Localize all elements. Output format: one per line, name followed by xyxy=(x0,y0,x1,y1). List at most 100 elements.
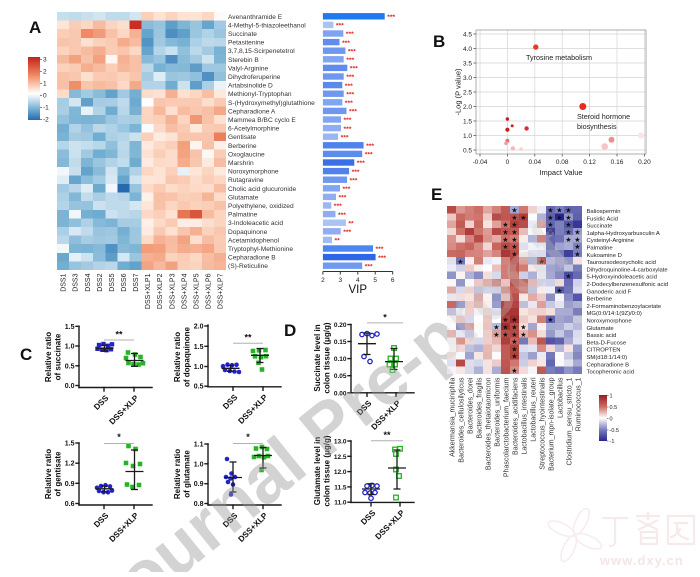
svg-text:★: ★ xyxy=(457,257,463,266)
svg-text:4-Methyl-5-thiazoleethanol: 4-Methyl-5-thiazoleethanol xyxy=(228,22,306,29)
svg-text:11.5: 11.5 xyxy=(334,484,347,491)
svg-text:★: ★ xyxy=(520,330,526,339)
svg-text:Acetamidophenol: Acetamidophenol xyxy=(228,237,279,244)
svg-text:Petasitenine: Petasitenine xyxy=(228,40,265,47)
svg-text:Succinate: Succinate xyxy=(228,31,257,38)
svg-text:1.2: 1.2 xyxy=(65,461,75,468)
svg-text:0.5: 0.5 xyxy=(463,147,472,154)
svg-text:Bacteroides_dorei: Bacteroides_dorei xyxy=(467,377,474,434)
svg-text:***: *** xyxy=(345,100,353,107)
svg-text:Noroxymorphone: Noroxymorphone xyxy=(228,169,279,176)
svg-text:4: 4 xyxy=(356,277,360,284)
svg-text:Ganoderic acid F: Ganoderic acid F xyxy=(587,289,632,295)
svg-text:***: *** xyxy=(378,255,386,262)
svg-text:DSS+XLP5: DSS+XLP5 xyxy=(193,273,200,309)
svg-text:0: 0 xyxy=(43,93,47,100)
svg-text:Valyl-Arginine: Valyl-Arginine xyxy=(228,65,269,72)
svg-text:★: ★ xyxy=(502,220,508,229)
svg-text:***: *** xyxy=(343,186,351,193)
svg-text:★: ★ xyxy=(556,286,562,295)
svg-text:3: 3 xyxy=(43,57,47,64)
svg-text:Phascolarctobacterium_faecium: Phascolarctobacterium_faecium xyxy=(503,377,510,477)
svg-text:colon tissue (μg/g): colon tissue (μg/g) xyxy=(323,322,332,393)
svg-text:biosynthesis: biosynthesis xyxy=(577,122,617,131)
svg-text:Glutamate: Glutamate xyxy=(228,194,259,201)
svg-text:4.5: 4.5 xyxy=(463,31,472,38)
svg-text:★: ★ xyxy=(547,315,553,324)
svg-text:Relative ratio: Relative ratio xyxy=(44,332,53,382)
svg-text:★: ★ xyxy=(538,257,544,266)
svg-text:MG(0:0/14:1(9Z)/0:0): MG(0:0/14:1(9Z)/0:0) xyxy=(587,311,642,317)
svg-text:E: E xyxy=(431,185,442,204)
svg-text:DSS+XLP1: DSS+XLP1 xyxy=(145,273,152,309)
svg-text:colon tissue (μg/g): colon tissue (μg/g) xyxy=(323,435,332,506)
svg-text:0.20: 0.20 xyxy=(334,322,347,329)
svg-text:**: ** xyxy=(383,430,391,440)
svg-text:Relative ratio: Relative ratio xyxy=(44,449,53,499)
svg-text:Cepharadione A: Cepharadione A xyxy=(228,108,276,115)
svg-text:★: ★ xyxy=(565,235,571,244)
svg-text:Lactobacillus: Lactobacillus xyxy=(557,377,564,418)
svg-text:Fusidic Acid: Fusidic Acid xyxy=(587,216,618,222)
svg-text:0.5: 0.5 xyxy=(65,363,75,370)
svg-text:Dihydroquinoline-4-carboxylate: Dihydroquinoline-4-carboxylate xyxy=(587,267,669,273)
svg-text:0.08: 0.08 xyxy=(556,159,569,166)
svg-text:***: *** xyxy=(343,229,351,236)
svg-text:Streptococcus_hyointestinalis: Streptococcus_hyointestinalis xyxy=(539,377,546,470)
svg-text:Bacterium_mpn-isolate_group: Bacterium_mpn-isolate_group xyxy=(548,377,555,470)
svg-text:Cholic acid glucuronide: Cholic acid glucuronide xyxy=(228,186,297,193)
svg-text:0: 0 xyxy=(506,159,510,166)
svg-text:***: *** xyxy=(376,246,384,253)
svg-text:★: ★ xyxy=(511,330,517,339)
svg-text:Kukoamine D: Kukoamine D xyxy=(587,253,622,259)
svg-text:★: ★ xyxy=(547,206,553,215)
svg-text:0.20: 0.20 xyxy=(638,159,651,166)
svg-text:Gentisate: Gentisate xyxy=(228,134,257,141)
svg-text:Bacteroides_cellulosilyticus: Bacteroides_cellulosilyticus xyxy=(458,377,465,463)
svg-text:Dopaquinone: Dopaquinone xyxy=(228,229,268,236)
svg-text:2.0: 2.0 xyxy=(463,104,472,111)
svg-text:0.9: 0.9 xyxy=(65,481,75,488)
svg-text:1: 1 xyxy=(610,394,613,400)
svg-text:★: ★ xyxy=(511,206,517,215)
svg-text:***: *** xyxy=(342,40,350,47)
svg-text:***: *** xyxy=(365,152,373,159)
svg-text:★: ★ xyxy=(493,322,499,331)
svg-text:DSS+XLP6: DSS+XLP6 xyxy=(206,273,213,309)
svg-text:1.5: 1.5 xyxy=(463,118,472,125)
svg-text:DSS6: DSS6 xyxy=(121,273,128,291)
svg-text:1alpha-Hydroxyarbusculin A: 1alpha-Hydroxyarbusculin A xyxy=(587,231,660,237)
svg-text:***: *** xyxy=(346,91,354,98)
svg-text:0.8: 0.8 xyxy=(194,501,204,508)
svg-text:Tocopheronic acid: Tocopheronic acid xyxy=(587,370,634,376)
svg-text:DSS1: DSS1 xyxy=(61,273,68,291)
svg-text:1.5: 1.5 xyxy=(194,344,204,351)
svg-text:S-(Hydroxymethyl)glutathione: S-(Hydroxymethyl)glutathione xyxy=(228,100,315,107)
svg-text:Bacteroides_thetaiotaomicron: Bacteroides_thetaiotaomicron xyxy=(485,377,492,470)
svg-text:***: *** xyxy=(346,57,354,64)
svg-text:Bacteroides_acidifaciens: Bacteroides_acidifaciens xyxy=(512,377,519,455)
svg-text:3.0: 3.0 xyxy=(463,75,472,82)
svg-text:1.0: 1.0 xyxy=(65,344,75,351)
svg-text:Relative ratio: Relative ratio xyxy=(173,449,182,499)
svg-text:Tauroursodeoxycholic acid: Tauroursodeoxycholic acid xyxy=(587,260,656,266)
svg-text:**: ** xyxy=(348,220,354,227)
svg-text:0.05: 0.05 xyxy=(334,373,347,380)
svg-text:DSS7: DSS7 xyxy=(133,273,140,291)
svg-text:12.5: 12.5 xyxy=(334,454,347,461)
svg-text:0.9: 0.9 xyxy=(194,481,204,488)
svg-text:A: A xyxy=(29,18,41,37)
svg-text:-Log (P value): -Log (P value) xyxy=(454,68,463,115)
svg-text:***: *** xyxy=(348,48,356,55)
svg-text:C: C xyxy=(20,345,32,364)
svg-text:**: ** xyxy=(244,333,252,343)
svg-text:2: 2 xyxy=(43,69,47,76)
svg-text:*: * xyxy=(246,432,250,442)
svg-text:★: ★ xyxy=(547,228,553,237)
svg-text:DSS+XLP7: DSS+XLP7 xyxy=(218,273,225,309)
svg-text:Mammea B/BC cyclo E: Mammea B/BC cyclo E xyxy=(228,117,296,124)
svg-text:Akkermansia_muciniphila: Akkermansia_muciniphila xyxy=(449,377,456,456)
svg-text:Palmatine: Palmatine xyxy=(228,212,258,219)
svg-text:2.5: 2.5 xyxy=(463,89,472,96)
svg-text:Palmatine: Palmatine xyxy=(587,246,614,252)
